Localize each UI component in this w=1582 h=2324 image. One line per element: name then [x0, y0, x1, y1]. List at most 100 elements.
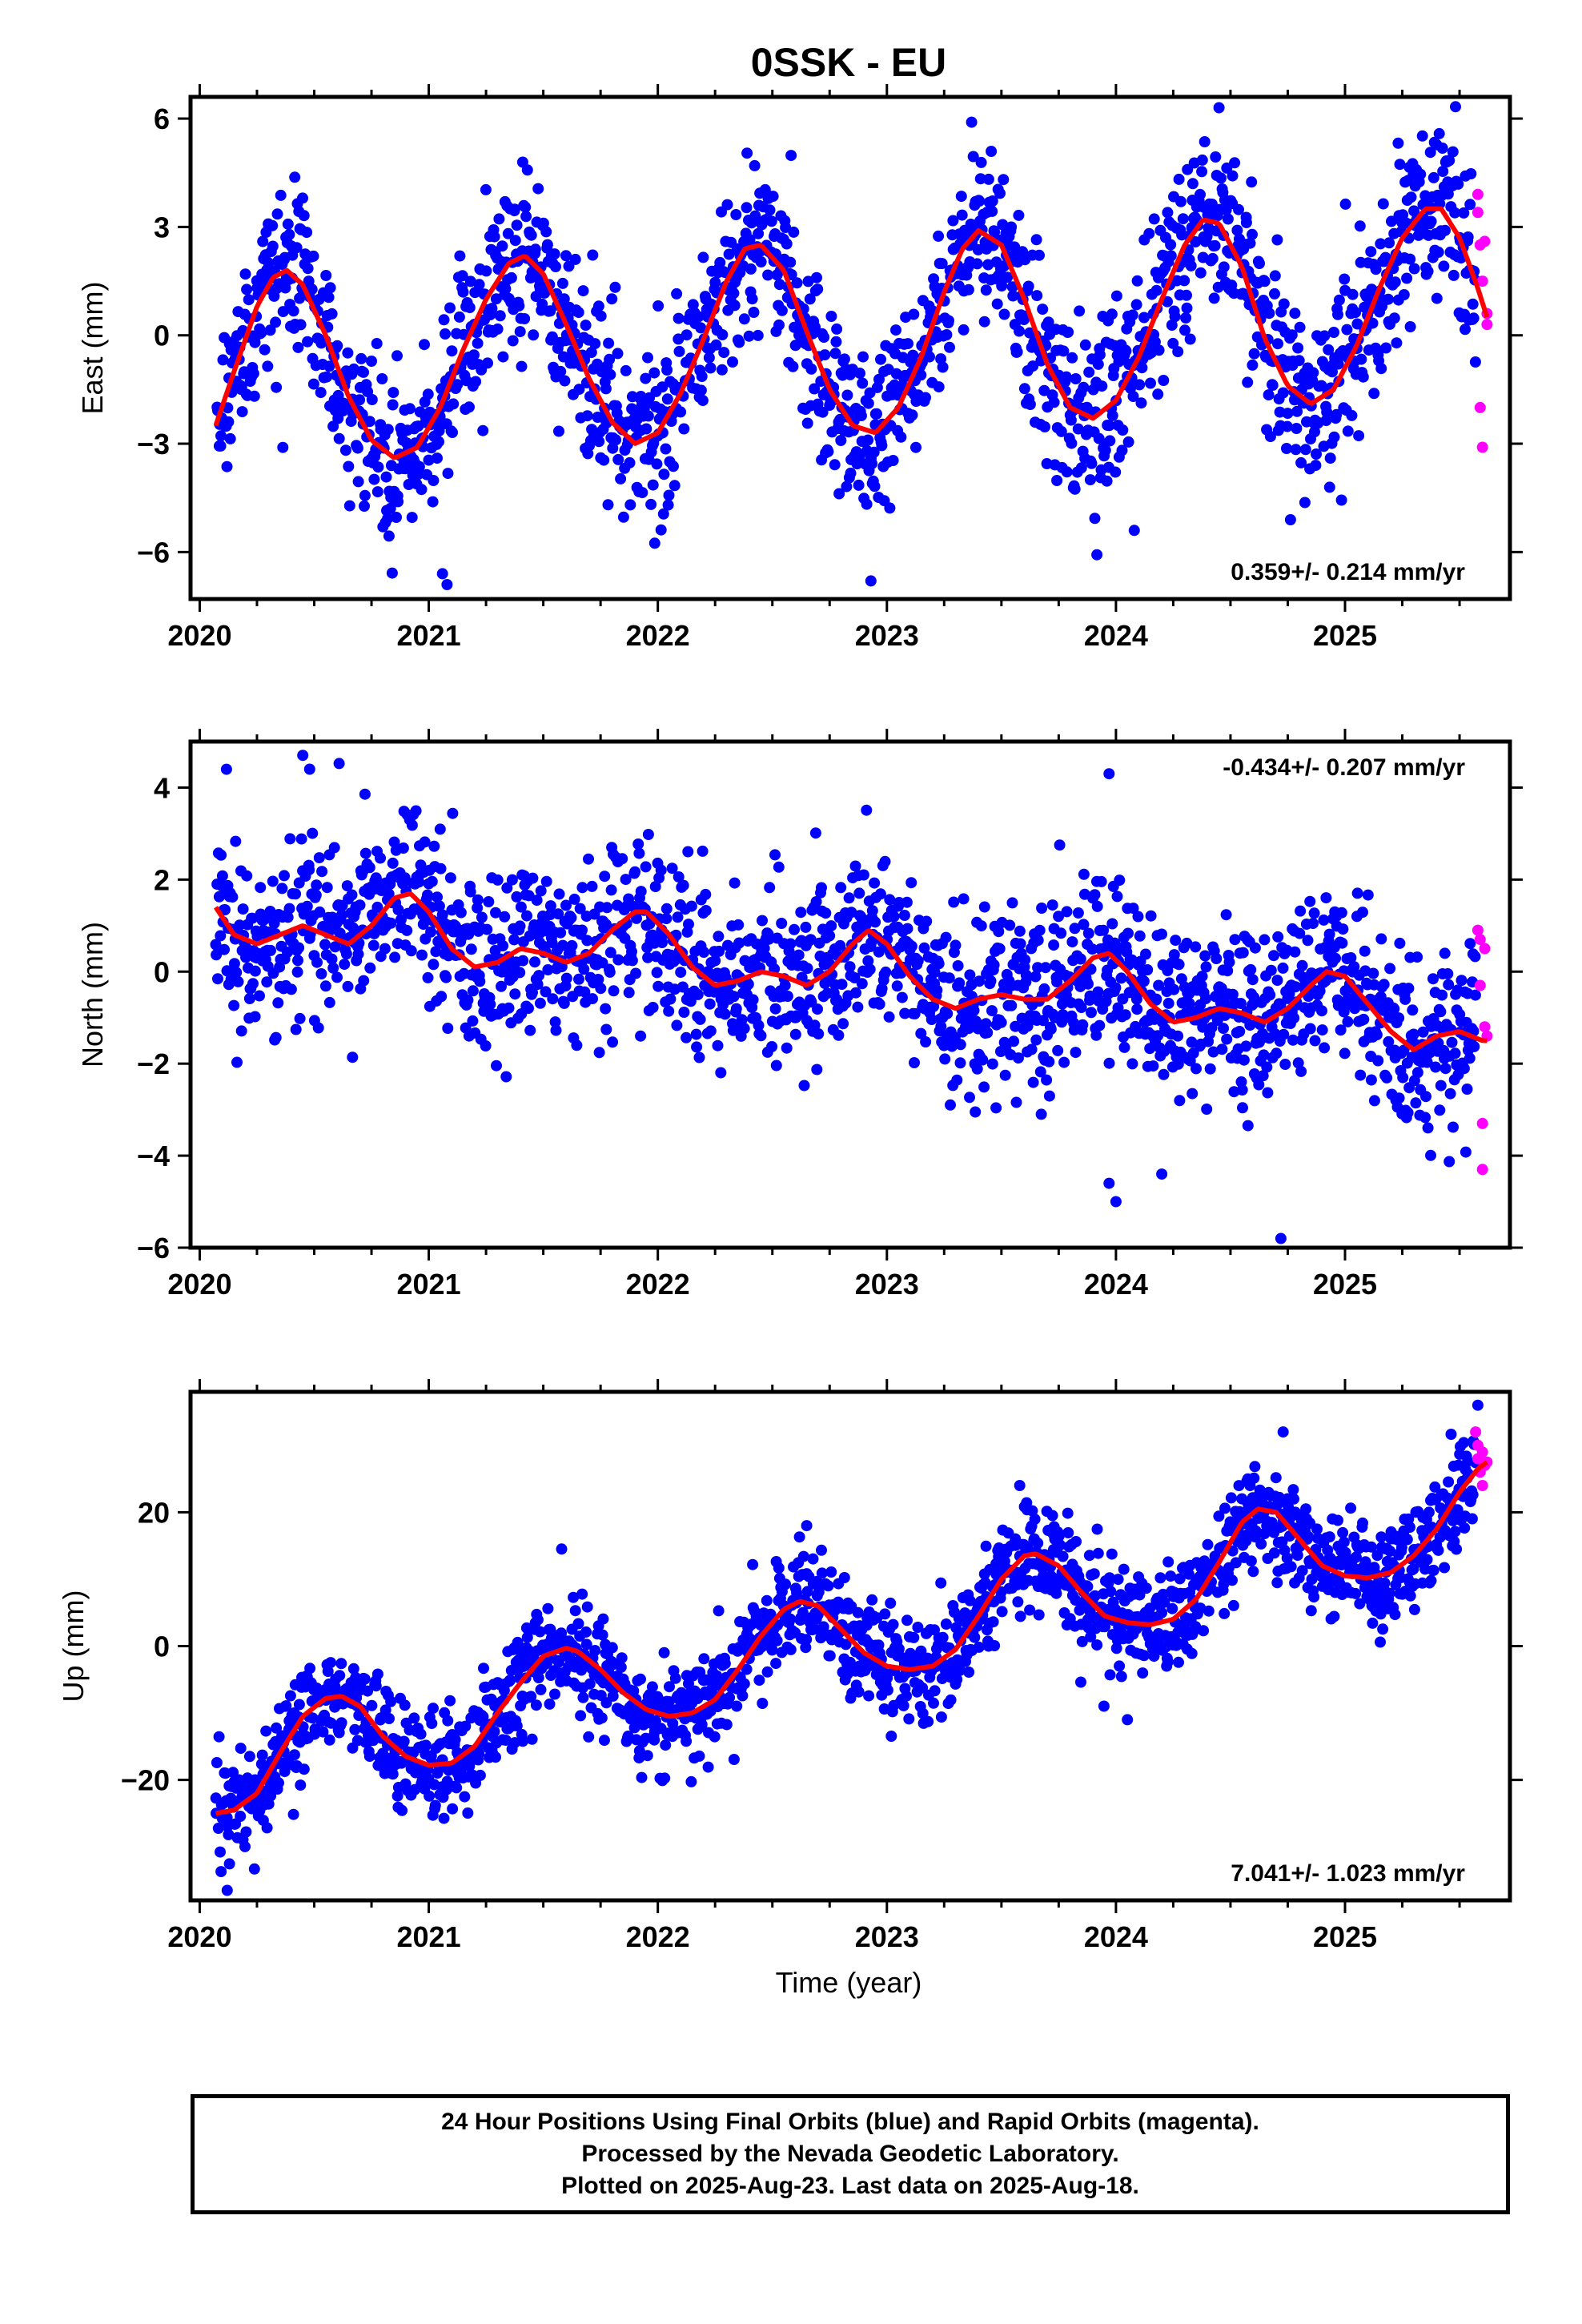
east-final-point	[1018, 383, 1030, 395]
east-final-point	[509, 235, 521, 247]
north-final-point	[359, 788, 371, 800]
north-final-point	[1070, 1047, 1082, 1059]
east-final-point	[295, 319, 307, 331]
east-final-point	[307, 378, 319, 390]
east-final-point	[354, 394, 366, 406]
up-final-point	[391, 1790, 404, 1802]
north-final-point	[1168, 983, 1180, 995]
east-final-point	[1278, 298, 1290, 310]
east-final-point	[271, 208, 283, 220]
north-final-point	[1043, 1090, 1055, 1102]
north-final-point	[896, 991, 908, 1003]
north-rapid-point	[1476, 1164, 1488, 1176]
up-final-point	[969, 1631, 981, 1643]
east-final-point	[507, 335, 519, 347]
east-final-point	[494, 310, 506, 322]
north-final-point	[359, 847, 371, 859]
east-final-point	[1065, 414, 1077, 426]
north-final-point	[1449, 1047, 1461, 1059]
north-final-point	[447, 807, 459, 819]
north-final-point	[560, 972, 572, 984]
east-final-point	[1427, 171, 1439, 183]
east-final-point	[1145, 377, 1156, 389]
east-final-point	[1030, 234, 1042, 246]
north-final-point	[1419, 1112, 1431, 1124]
east-final-point	[1447, 146, 1459, 158]
east-final-point	[259, 344, 271, 356]
east-final-point	[1404, 253, 1416, 265]
east-final-point	[359, 501, 370, 512]
east-final-point	[895, 431, 907, 443]
east-final-point	[655, 524, 667, 536]
north-final-point	[850, 987, 861, 999]
north-final-point	[249, 1011, 261, 1023]
up-final-point	[568, 1591, 580, 1603]
north-final-point	[587, 993, 598, 1005]
east-final-point	[448, 398, 460, 410]
east-final-point	[368, 473, 380, 485]
east-final-point	[366, 394, 378, 405]
north-final-point	[1323, 928, 1335, 940]
east-final-point	[841, 389, 853, 401]
east-final-point	[529, 243, 541, 255]
east-final-point	[307, 250, 319, 262]
east-final-point	[1291, 405, 1303, 417]
north-final-point	[1275, 1232, 1287, 1244]
east-final-point	[241, 283, 253, 296]
east-final-point	[1165, 250, 1177, 262]
east-final-point	[1135, 397, 1147, 409]
north-final-point	[506, 874, 518, 886]
north-final-point	[666, 862, 678, 875]
north-final-point	[946, 1040, 958, 1052]
east-final-point	[454, 250, 466, 262]
north-final-point	[1106, 918, 1118, 930]
east-final-point	[585, 347, 597, 358]
north-final-point	[1220, 909, 1232, 921]
north-final-point	[557, 939, 568, 951]
north-final-point	[978, 1081, 990, 1093]
north-final-point	[869, 916, 881, 928]
north-final-point	[491, 1059, 502, 1072]
east-final-point	[1060, 371, 1072, 383]
up-final-point	[696, 1719, 708, 1731]
east-final-point	[1432, 246, 1444, 258]
up-final-point	[721, 1719, 733, 1731]
east-final-point	[1405, 191, 1417, 203]
north-final-point	[1443, 1156, 1456, 1168]
north-final-point	[700, 888, 712, 900]
east-final-point	[372, 461, 384, 473]
east-final-point	[980, 284, 992, 296]
east-final-point	[1218, 261, 1230, 273]
east-final-point	[1347, 288, 1359, 300]
north-final-point	[1200, 961, 1212, 973]
north-final-point	[581, 935, 593, 947]
east-final-point	[738, 313, 750, 325]
east-final-point	[1165, 239, 1177, 251]
north-final-point	[1277, 962, 1289, 974]
north-final-point	[866, 905, 878, 917]
north-final-point	[1190, 941, 1202, 953]
north-final-point	[600, 919, 612, 931]
east-final-point	[1136, 362, 1148, 374]
east-final-point	[887, 455, 899, 466]
north-final-point	[467, 985, 479, 997]
north-final-point	[558, 997, 570, 1009]
east-final-point	[500, 283, 512, 295]
north-final-point	[647, 1002, 659, 1013]
north-final-point	[221, 965, 233, 977]
east-final-orbit-points	[211, 101, 1481, 590]
up-final-point	[444, 1695, 456, 1707]
north-final-point	[367, 939, 379, 951]
north-final-point	[928, 1000, 940, 1012]
east-final-point	[413, 460, 425, 472]
north-final-point	[524, 1024, 536, 1036]
up-final-point	[973, 1641, 985, 1653]
east-final-point	[339, 444, 351, 456]
east-final-point	[716, 364, 728, 376]
east-final-point	[696, 371, 708, 382]
east-final-point	[855, 410, 867, 422]
east-final-point	[464, 275, 476, 287]
east-final-point	[513, 300, 525, 312]
east-final-point	[391, 512, 402, 523]
up-final-point	[615, 1661, 627, 1673]
